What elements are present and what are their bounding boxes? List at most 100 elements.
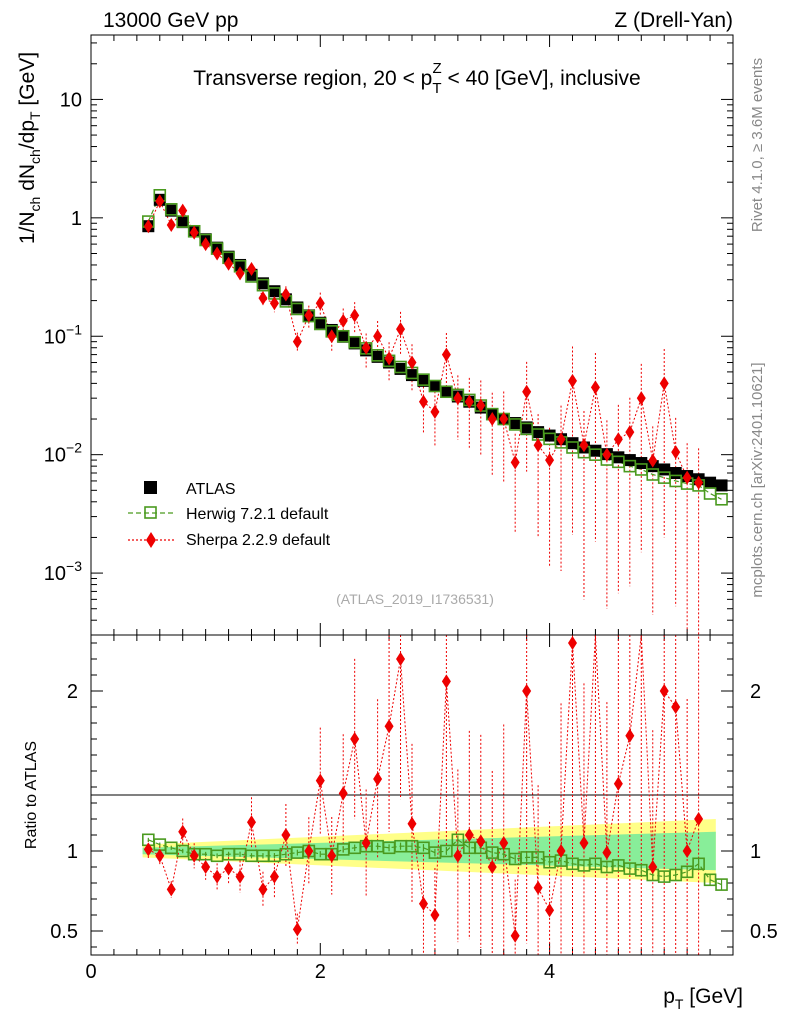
sherpa-point xyxy=(441,347,451,362)
sherpa-point xyxy=(304,308,314,323)
sherpa-point xyxy=(590,380,600,395)
atlas-point xyxy=(543,429,556,442)
legend-atlas-label: ATLAS xyxy=(186,481,236,498)
sherpa-ratio-point xyxy=(384,719,394,734)
herwig-point xyxy=(256,278,270,292)
sherpa-point xyxy=(636,391,646,406)
ratio-ytick-label-left: 0.5 xyxy=(50,921,78,943)
sherpa-ratio-point xyxy=(143,842,153,857)
ratio-ytick-label-right: 1 xyxy=(750,841,761,863)
atlas-point xyxy=(589,444,602,457)
sherpa-ratio-point xyxy=(350,732,360,746)
sherpa-point xyxy=(522,384,532,399)
main-ytick-base: 10 xyxy=(44,445,66,467)
plot-title-sup: Z xyxy=(433,60,442,77)
ylabel-part-6: [GeV] xyxy=(16,52,39,112)
main-ytick-label: 10 xyxy=(60,89,82,111)
ratio-ytick-label-left: 2 xyxy=(67,681,78,703)
sherpa-ratio-point xyxy=(579,836,589,850)
ratio-ytick-label-right: 2 xyxy=(750,681,761,703)
sherpa-ratio-point xyxy=(430,908,440,922)
legend-herwig-label: Herwig 7.2.1 default xyxy=(186,506,329,523)
atlas-point xyxy=(176,216,189,229)
atlas-point xyxy=(417,374,430,387)
atlas-point xyxy=(406,369,418,382)
atlas-point xyxy=(509,417,522,430)
legend-sherpa-marker xyxy=(146,532,156,548)
sherpa-ratio-point xyxy=(602,845,612,860)
ratio-y-axis-label: Ratio to ATLAS xyxy=(23,741,40,849)
main-ytick-label: 10−2 xyxy=(44,440,82,467)
sherpa-ratio-point xyxy=(533,880,543,895)
sherpa-point xyxy=(556,432,566,447)
sherpa-point xyxy=(659,376,669,391)
rivet-label: Rivet 4.1.0, ≥ 3.6M events xyxy=(749,58,766,232)
sherpa-point xyxy=(671,445,681,460)
mcplots-label: mcplots.cern.ch [arXiv:2401.10621] xyxy=(749,362,766,597)
main-y-axis-label: 1/Nch dNch/dpT [GeV] xyxy=(16,52,43,244)
herwig-point xyxy=(313,317,327,331)
sherpa-ratio-point xyxy=(361,836,371,850)
ylabel-part-1: ch xyxy=(27,197,43,212)
sherpa-point xyxy=(178,203,188,218)
main-ytick-exponent: −3 xyxy=(66,558,82,574)
sherpa-point xyxy=(453,391,463,406)
main-ytick-exponent: −2 xyxy=(66,440,82,456)
sherpa-ratio-point xyxy=(464,828,474,842)
sherpa-ratio-point xyxy=(292,922,302,937)
ylabel-part-0: 1/N xyxy=(16,211,39,244)
sherpa-point xyxy=(545,453,555,468)
sherpa-ratio-point xyxy=(212,869,222,884)
atlas-point xyxy=(234,258,247,271)
sherpa-ratio-point xyxy=(510,928,520,943)
atlas-point xyxy=(635,457,648,470)
sherpa-point xyxy=(361,340,371,355)
atlas-point xyxy=(669,467,682,480)
sherpa-ratio-point xyxy=(327,848,337,863)
sherpa-point xyxy=(247,261,256,276)
sherpa-point xyxy=(499,412,509,427)
sherpa-point xyxy=(476,398,486,413)
sherpa-ratio-point xyxy=(682,844,692,858)
sherpa-point xyxy=(418,394,428,409)
sherpa-point xyxy=(464,394,474,409)
herwig-ratio-point xyxy=(440,844,453,858)
atlas-point xyxy=(314,316,327,329)
plot-title: Transverse region, 20 < pTZ < 40 [GeV], … xyxy=(193,60,640,97)
plot-title-post: < 40 [GeV], inclusive xyxy=(442,67,641,90)
process-label: Z (Drell-Yan) xyxy=(614,9,733,32)
sherpa-ratio-point xyxy=(189,848,199,863)
sherpa-point xyxy=(315,296,325,311)
sherpa-point xyxy=(269,296,279,311)
legend-atlas-marker xyxy=(144,481,157,494)
sherpa-ratio-point xyxy=(201,860,211,874)
sherpa-point xyxy=(327,329,337,344)
sherpa-ratio-point xyxy=(269,869,279,884)
main-ytick-base: 10 xyxy=(44,563,66,585)
xlabel-part-1: T xyxy=(675,996,684,1012)
main-plot-panel: Transverse region, 20 < pTZ < 40 [GeV], … xyxy=(16,34,734,636)
main-ytick-base: 10 xyxy=(60,89,82,111)
atlas-point xyxy=(291,301,304,314)
main-ytick-base: 10 xyxy=(44,326,66,348)
sherpa-point xyxy=(613,432,623,447)
sherpa-ratio-point xyxy=(373,772,383,786)
sherpa-point xyxy=(373,329,383,344)
ratio-plot-frame xyxy=(90,634,734,956)
ratio-xtick-label: 2 xyxy=(315,961,326,983)
sherpa-point xyxy=(487,412,497,427)
ylabel-part-2: dN xyxy=(16,164,39,197)
herwig-ratio-point xyxy=(692,857,705,871)
sherpa-ratio-point xyxy=(418,896,428,911)
sherpa-ratio-point xyxy=(304,844,314,858)
atlas-point xyxy=(348,337,361,350)
sherpa-point xyxy=(338,313,348,328)
sherpa-ratio-point xyxy=(407,816,417,831)
main-ytick-base: 1 xyxy=(71,208,82,230)
sherpa-point xyxy=(510,455,520,470)
sherpa-point xyxy=(258,291,268,306)
sherpa-ratio-point xyxy=(671,700,681,714)
sherpa-ratio-point xyxy=(235,869,245,884)
sherpa-point xyxy=(396,322,406,337)
